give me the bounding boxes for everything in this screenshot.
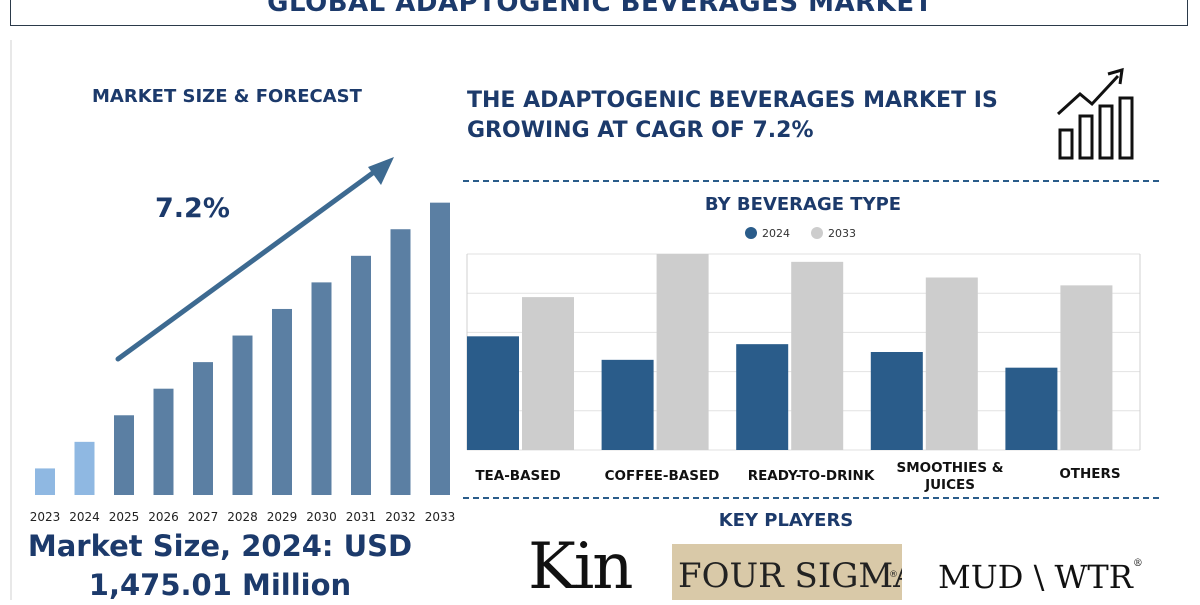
market-size-line-1: Market Size, 2024: USD xyxy=(27,529,413,563)
forecast-bar-chart: 2023 2024 2025 2026 2027 2028 2029 2030 2031 2032… xyxy=(30,157,456,524)
headline-line-1: THE ADAPTOGENIC BEVERAGES MARKET IS xyxy=(467,88,998,113)
growth-chart-icon xyxy=(1056,67,1134,160)
divider-bottom xyxy=(463,497,1159,499)
forecast-bar-2033 xyxy=(430,202,450,495)
left-edge-line xyxy=(10,40,12,600)
market-size-line-2: 1,475.01 Million xyxy=(88,568,352,602)
bar-2024-3 xyxy=(870,352,923,450)
bar-2033-3 xyxy=(925,277,978,450)
forecast-year-label: 2030 xyxy=(306,510,337,524)
title-frame xyxy=(10,0,1188,26)
forecast-bar-2026 xyxy=(153,388,174,495)
forecast-year-label: 2029 xyxy=(267,510,298,524)
forecast-year-label: 2026 xyxy=(148,510,179,524)
kin-logo: Kin xyxy=(528,530,633,604)
forecast-bar-2023 xyxy=(35,468,55,495)
forecast-bar-2025 xyxy=(114,415,134,495)
bar-2024-1 xyxy=(601,359,654,450)
forecast-year-label: 2027 xyxy=(188,510,219,524)
bar-2033-2 xyxy=(791,261,844,450)
headline-line-2: GROWING AT CAGR OF 7.2% xyxy=(467,118,814,143)
category-ready-to-drink: READY-TO-DRINK xyxy=(747,468,875,484)
legend-2033-label: 2033 xyxy=(828,227,856,240)
page-title: GLOBAL ADAPTOGENIC BEVERAGES MARKET xyxy=(267,0,933,18)
bar-2033-0 xyxy=(522,297,574,450)
forecast-bar-2028 xyxy=(232,335,253,495)
forecast-bar-2032 xyxy=(390,229,411,495)
forecast-year-label: 2025 xyxy=(109,510,140,524)
forecast-year-label: 2031 xyxy=(346,510,377,524)
legend-2033-swatch xyxy=(811,227,823,239)
trend-arrow-line xyxy=(115,161,388,362)
forecast-bar-2024 xyxy=(74,441,95,495)
forecast-year-label: 2033 xyxy=(425,510,456,524)
forecast-bar-2027 xyxy=(193,362,213,495)
forecast-year-label: 2028 xyxy=(227,510,258,524)
category-smoothies-juices: SMOOTHIES & JUICES xyxy=(896,460,1004,493)
market-size-heading: MARKET SIZE & FORECAST xyxy=(92,86,362,107)
legend-2024-label: 2024 xyxy=(762,227,790,240)
forecast-year-label: 2024 xyxy=(69,510,100,524)
bar-2033-1 xyxy=(656,254,709,450)
forecast-year-label: 2032 xyxy=(385,510,416,524)
key-players-heading: KEY PLAYERS xyxy=(718,510,854,531)
bar-2024-0 xyxy=(467,336,519,450)
legend-2024-swatch xyxy=(745,227,757,239)
bar-2024-4 xyxy=(1005,367,1058,450)
category-others: OTHERS xyxy=(1059,466,1121,482)
category-tea-based: TEA-BASED xyxy=(475,468,561,484)
mud-wtr-logo: MUD \ WTR® xyxy=(938,558,1143,596)
trend-arrow-head xyxy=(368,157,394,185)
beverage-bar-chart xyxy=(466,253,1141,451)
bar-2024-2 xyxy=(736,344,789,450)
forecast-bar-2030 xyxy=(311,282,332,495)
forecast-year-label: 2023 xyxy=(30,510,61,524)
forecast-bar-2029 xyxy=(272,308,292,495)
bar-2033-4 xyxy=(1060,285,1113,450)
divider-top xyxy=(463,180,1159,182)
beverage-chart-title: BY BEVERAGE TYPE xyxy=(704,194,902,215)
category-coffee-based: COFFEE-BASED xyxy=(604,468,720,484)
four-sigmatic-logo: FOUR SIGMATIC ® xyxy=(672,544,902,600)
cagr-label: 7.2% xyxy=(155,193,230,224)
forecast-bar-2031 xyxy=(351,255,371,495)
